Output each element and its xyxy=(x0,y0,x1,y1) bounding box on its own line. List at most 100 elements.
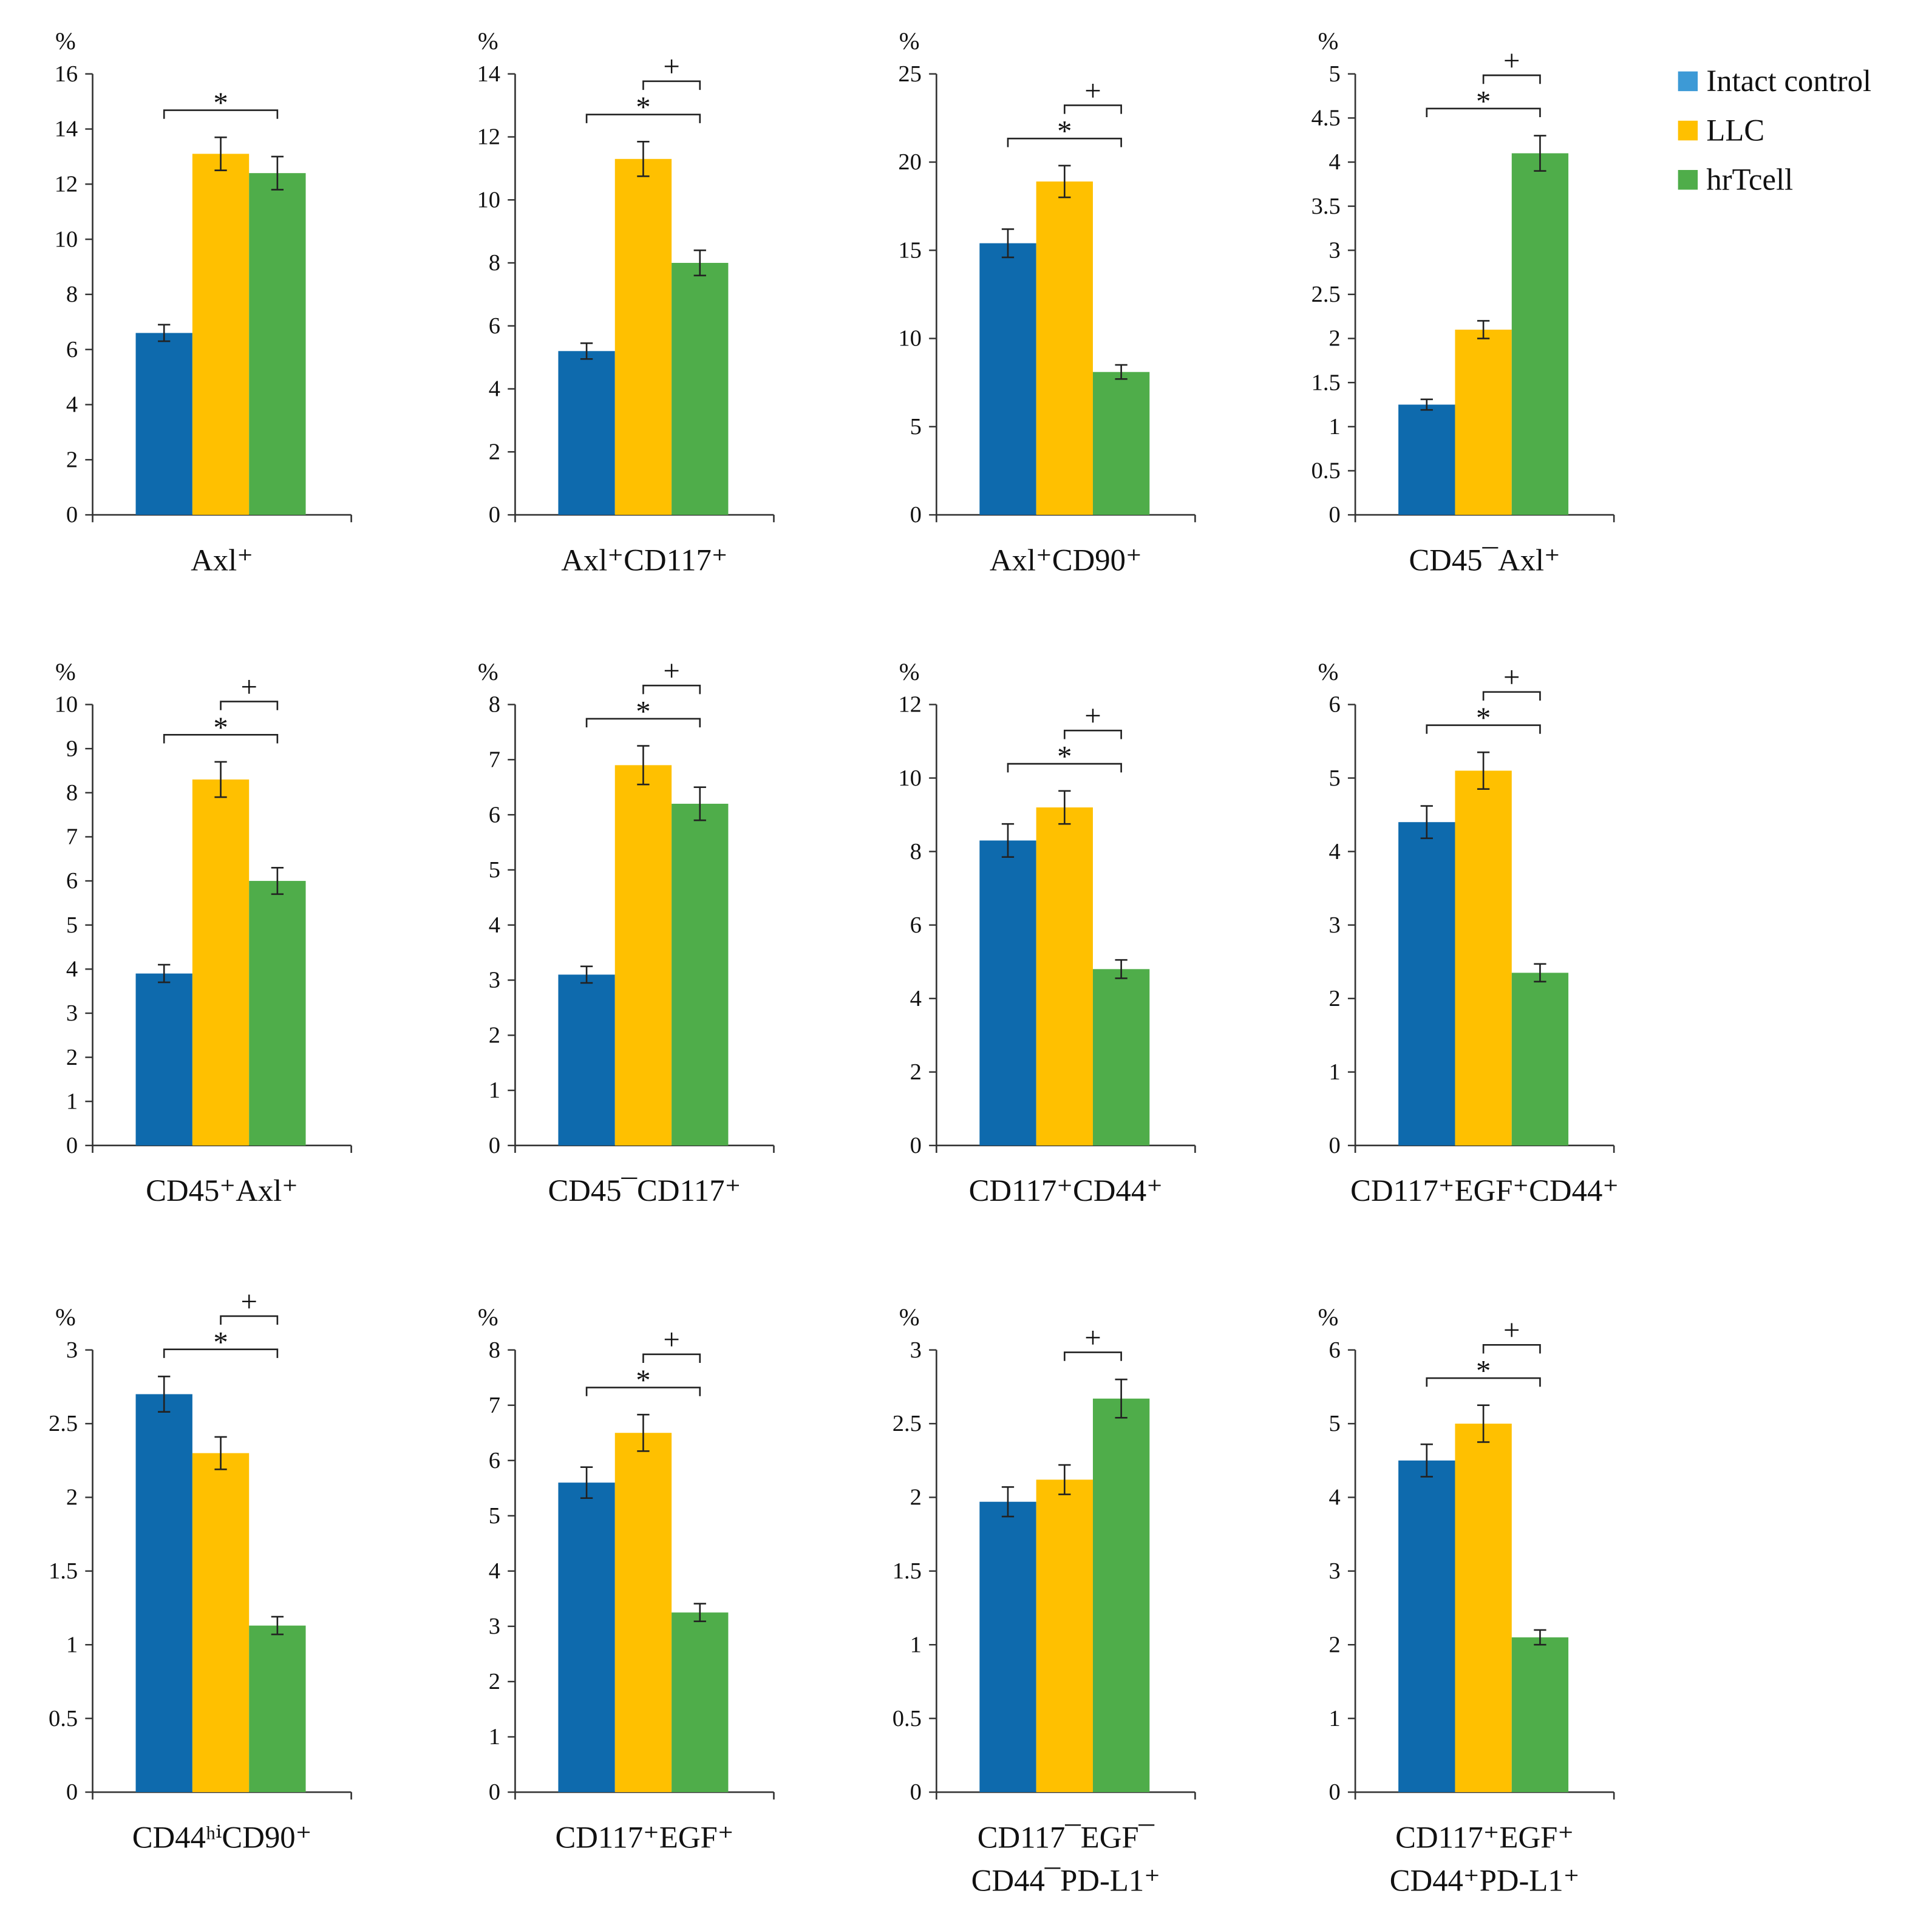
y-tick-label: 7 xyxy=(489,1393,500,1418)
y-tick-label: 2 xyxy=(489,1669,500,1694)
bar-llc xyxy=(614,158,672,515)
y-axis-unit: % xyxy=(478,1303,498,1331)
chart-title: CD117¯EGF¯ xyxy=(978,1820,1155,1854)
y-tick-label: 3 xyxy=(910,1337,922,1363)
bar-llc xyxy=(1036,807,1093,1146)
y-tick-label: 3 xyxy=(1329,1558,1341,1584)
y-tick-label: 0.5 xyxy=(1311,458,1341,484)
chart-title: CD45⁺Axl⁺ xyxy=(146,1173,298,1207)
y-axis-unit: % xyxy=(899,658,920,685)
bar-hrtcell xyxy=(1511,1637,1569,1793)
y-tick-label: 2 xyxy=(489,439,500,464)
bar-llc xyxy=(614,1433,672,1793)
significance-star: * xyxy=(636,91,650,124)
charts: 0246810121416%*Axl⁺02468101214%*+Axl⁺CD1… xyxy=(49,27,1619,1897)
chart-panel: 0 0.5 1 1.5 2 2.5 3% * + CD44ʰⁱCD90⁺ xyxy=(49,1285,352,1854)
y-tick-label: 0 xyxy=(910,502,922,528)
chart-title: CD45¯CD117⁺ xyxy=(548,1173,741,1207)
y-tick-label: 4 xyxy=(1329,149,1341,175)
y-tick-label: 16 xyxy=(55,61,78,87)
y-tick-label: 2 xyxy=(1329,326,1341,352)
y-tick-label: 10 xyxy=(55,692,78,718)
y-tick-label: 2 xyxy=(1329,1632,1341,1657)
y-tick-label: 15 xyxy=(898,237,922,263)
y-tick-label: 0 xyxy=(489,1779,500,1805)
significance-plus: + xyxy=(240,1285,257,1318)
chart-panel: 0 0.5 1 1.5 2 2.5 3% + CD117¯EGF¯ CD44¯PD-L1⁺ xyxy=(893,1303,1196,1897)
y-tick-label: 5 xyxy=(66,912,78,938)
significance-bracket xyxy=(1007,137,1122,148)
y-tick-label: 8 xyxy=(489,692,500,718)
y-axis-unit: % xyxy=(899,27,920,55)
significance-bracket xyxy=(1063,1351,1122,1361)
significance-plus: + xyxy=(663,654,679,687)
bar-hrtcell xyxy=(1092,1398,1150,1793)
y-tick-label: 0 xyxy=(910,1779,922,1805)
bar-llc xyxy=(1455,330,1512,515)
chart-title: CD44ʰⁱCD90⁺ xyxy=(132,1820,312,1854)
y-tick-label: 4 xyxy=(1329,1485,1341,1510)
significance-star: * xyxy=(213,1326,228,1359)
significance-plus: + xyxy=(1503,44,1520,77)
y-tick-label: 1.5 xyxy=(1311,370,1341,395)
y-tick-label: 3 xyxy=(489,968,500,993)
y-tick-label: 0 xyxy=(66,1779,78,1805)
bar-intact-control xyxy=(979,243,1036,515)
y-axis-unit: % xyxy=(55,27,76,55)
y-tick-label: 8 xyxy=(489,250,500,276)
y-tick-label: 3 xyxy=(1329,237,1341,263)
y-tick-label: 6 xyxy=(489,313,500,339)
y-axis-unit: % xyxy=(478,658,498,685)
chart-panel: 0 1 2 3 4 5 6 7 8% * + CD117⁺EGF⁺ xyxy=(478,1303,775,1854)
y-tick-label: 3 xyxy=(66,1337,78,1363)
bar-hrtcell xyxy=(672,263,729,515)
bar-intact-control xyxy=(1398,1460,1455,1793)
chart-title: CD45¯Axl⁺ xyxy=(1409,543,1560,577)
significance-bracket xyxy=(1482,74,1541,84)
y-tick-label: 8 xyxy=(489,1337,500,1363)
y-tick-label: 5 xyxy=(1329,1411,1341,1436)
y-tick-label: 0 xyxy=(489,1133,500,1158)
bar-intact-control xyxy=(1398,822,1455,1146)
y-tick-label: 12 xyxy=(477,124,501,150)
significance-bracket xyxy=(642,684,701,695)
chart-panel: 0 1 2 3 4 5 6% * + CD117⁺EGF⁺ CD44⁺PD-L1⁺ xyxy=(1318,1303,1615,1897)
y-tick-label: 2 xyxy=(910,1485,922,1510)
significance-bracket xyxy=(642,80,701,90)
bar-hrtcell xyxy=(249,1625,306,1793)
chart-panel: 0 1 2 3 4 5 6 7 8% * + CD45¯CD117⁺ xyxy=(478,654,775,1207)
bar-intact-control xyxy=(135,1394,192,1793)
significance-bracket xyxy=(220,701,279,710)
y-axis-unit: % xyxy=(899,1303,920,1331)
chart-panel: 0 1 2 3 4 5 6% * + CD117⁺EGF⁺CD44⁺ xyxy=(1318,658,1619,1207)
y-tick-label: 0 xyxy=(1329,1133,1341,1158)
chart-panel: 0 2 4 6 8 10 12 14 16% * Axl⁺ xyxy=(55,27,352,577)
y-tick-label: 8 xyxy=(66,282,78,307)
y-tick-label: 2 xyxy=(66,447,78,472)
bar-intact-control xyxy=(1398,404,1455,515)
y-tick-label: 6 xyxy=(66,337,78,362)
y-tick-label: 0 xyxy=(66,1133,78,1158)
y-tick-label: 9 xyxy=(66,736,78,761)
y-tick-label: 4 xyxy=(489,1558,500,1584)
y-tick-label: 4 xyxy=(1329,839,1341,864)
y-tick-label: 25 xyxy=(898,61,922,87)
chart-title-line2: CD44¯PD-L1⁺ xyxy=(971,1863,1160,1897)
y-axis-unit: % xyxy=(1318,658,1339,685)
significance-star: * xyxy=(1057,115,1072,148)
bar-llc xyxy=(192,779,250,1146)
significance-plus: + xyxy=(1503,1314,1520,1347)
y-tick-label: 3.5 xyxy=(1311,194,1341,219)
significance-bracket xyxy=(1426,107,1541,117)
y-axis-unit: % xyxy=(478,27,498,55)
y-tick-label: 1 xyxy=(489,1078,500,1103)
y-tick-label: 0 xyxy=(66,502,78,528)
y-tick-label: 7 xyxy=(489,747,500,772)
significance-bracket xyxy=(1063,104,1122,114)
significance-star: * xyxy=(213,87,228,120)
y-tick-label: 2.5 xyxy=(1311,282,1341,307)
y-tick-label: 14 xyxy=(55,117,78,142)
significance-plus: + xyxy=(240,670,257,703)
significance-bracket xyxy=(163,109,279,119)
